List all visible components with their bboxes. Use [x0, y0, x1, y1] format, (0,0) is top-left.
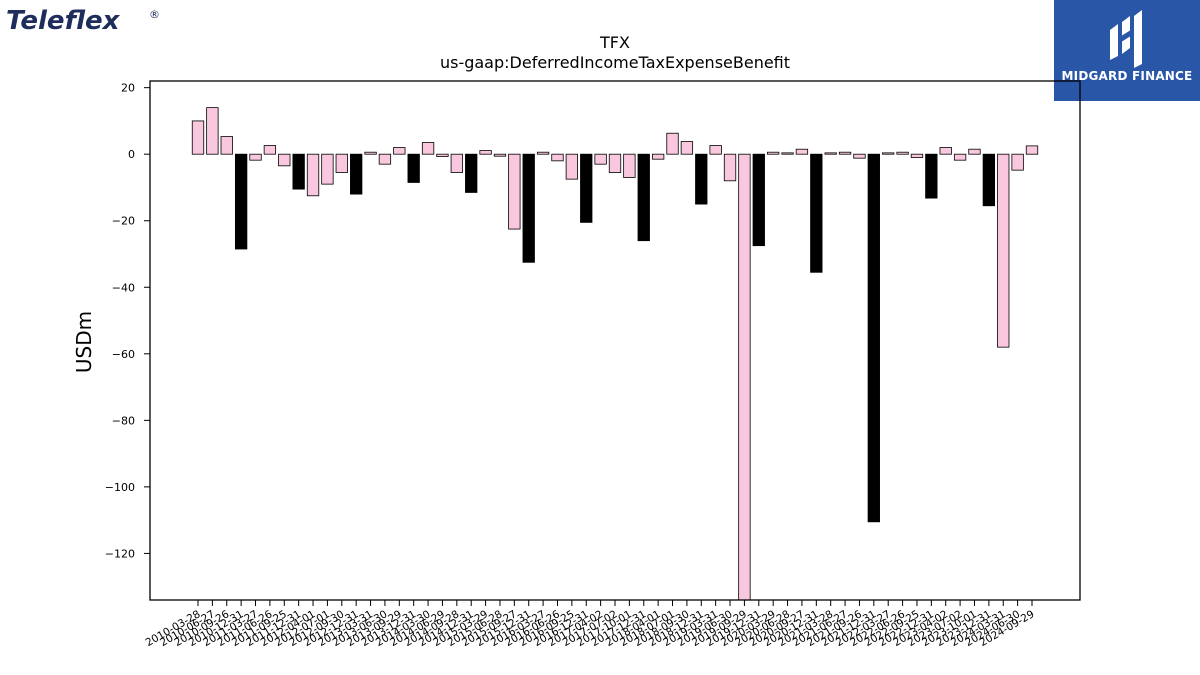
bar-2024-03-31: [997, 153, 1010, 348]
bar-2014-09-28: [450, 153, 463, 173]
bar-2011-12-31: [292, 153, 305, 190]
teleflex-logo-text: Teleflex: [6, 6, 121, 36]
midgard-finance-wordmark: MIDGARD FINANCE: [1061, 69, 1193, 83]
bar-2015-03-29: [479, 150, 492, 155]
bar-2013-03-31: [364, 151, 377, 155]
bar-2024-09-29: [1025, 145, 1039, 155]
bar-2010-12-31: [234, 153, 248, 250]
bar-2020-03-29: [767, 151, 780, 155]
bar-2018-12-31: [695, 153, 708, 205]
bar-2019-03-31: [709, 145, 722, 155]
midgard-m-icon: [1110, 10, 1142, 68]
bar-2013-09-29: [393, 147, 406, 155]
bar-2023-12-31: [982, 153, 996, 207]
bar-2022-09-25: [910, 153, 924, 158]
bar-2023-07-02: [953, 153, 967, 161]
bar-2022-12-31: [925, 153, 938, 199]
bar-2021-03-28: [824, 152, 837, 155]
bar-2010-09-26: [220, 136, 233, 155]
x-axis-ticks: 2010-03-282010-06-272010-09-262010-12-31…: [144, 600, 1037, 649]
y-tick-label: −80: [112, 414, 135, 427]
teleflex-logo: Teleflex ®: [6, 4, 166, 36]
registered-mark: ®: [149, 8, 160, 21]
bar-2012-12-31: [350, 153, 363, 195]
bar-2015-12-31: [522, 153, 535, 263]
bar-2020-09-27: [795, 148, 809, 155]
y-tick-label: −40: [112, 281, 135, 294]
bar-2014-06-29: [436, 153, 449, 157]
bar-2019-06-30: [723, 153, 737, 182]
bar-2018-07-01: [666, 132, 679, 155]
bar-2018-04-01: [651, 153, 665, 160]
y-tick-label: −120: [105, 547, 135, 560]
bar-2010-06-27: [206, 107, 219, 155]
bar-2014-03-30: [421, 142, 435, 155]
bar-2021-06-27: [838, 151, 852, 155]
bar-2011-03-27: [249, 153, 262, 161]
bar-2024-06-30: [1011, 153, 1024, 171]
bar-2011-06-26: [263, 145, 277, 155]
bar-2013-12-31: [407, 153, 420, 183]
y-tick-label: −100: [105, 481, 135, 494]
y-tick-label: 0: [128, 148, 135, 161]
bar-2010-03-28: [191, 120, 205, 155]
bar-2020-06-28: [781, 152, 794, 155]
bar-2012-09-30: [335, 153, 348, 173]
y-axis-label: USDm: [72, 311, 96, 373]
bar-2012-07-01: [321, 153, 334, 185]
bar-2016-06-26: [551, 153, 564, 162]
y-tick-label: −20: [112, 215, 135, 228]
bar-2020-12-31: [810, 153, 823, 273]
bar-2014-12-31: [465, 153, 478, 193]
bar-2023-10-01: [968, 148, 981, 155]
bar-2021-12-31: [867, 153, 880, 523]
bar-series: [191, 107, 1039, 601]
y-tick-label: 20: [121, 82, 135, 95]
chart-subtitle: us-gaap:DeferredIncomeTaxExpenseBenefit: [440, 53, 790, 72]
y-axis-ticks: 20 0 −20 −40 −60 −80 −100 −120: [105, 82, 150, 560]
bar-2016-03-27: [536, 151, 550, 155]
bar-2016-09-25: [565, 153, 579, 180]
bar-2015-09-27: [508, 153, 521, 230]
bar-2017-12-31: [637, 153, 650, 242]
midgard-finance-logo: MIDGARD FINANCE: [1054, 0, 1200, 101]
plot-frame: [149, 80, 1081, 601]
bar-2018-09-30: [680, 141, 694, 155]
bar-2019-09-29: [738, 153, 751, 601]
chart-title: TFX: [599, 33, 630, 52]
bar-2022-03-27: [882, 152, 895, 155]
teleflex-logo-mark: Teleflex ®: [6, 6, 160, 36]
bar-2015-06-28: [493, 153, 507, 157]
bar-2017-07-02: [608, 153, 622, 173]
y-tick-label: −60: [112, 348, 135, 361]
bar-2019-12-31: [752, 153, 765, 247]
bar-2023-04-02: [939, 147, 952, 155]
bar-2022-06-26: [896, 151, 909, 155]
bar-2016-12-31: [580, 153, 593, 223]
bar-2021-09-26: [853, 153, 866, 159]
bar-2017-04-02: [594, 153, 607, 165]
bar-2012-04-01: [306, 153, 320, 197]
bar-2011-09-25: [278, 153, 291, 167]
bar-2013-06-30: [378, 153, 392, 165]
bar-2017-10-01: [623, 153, 636, 178]
